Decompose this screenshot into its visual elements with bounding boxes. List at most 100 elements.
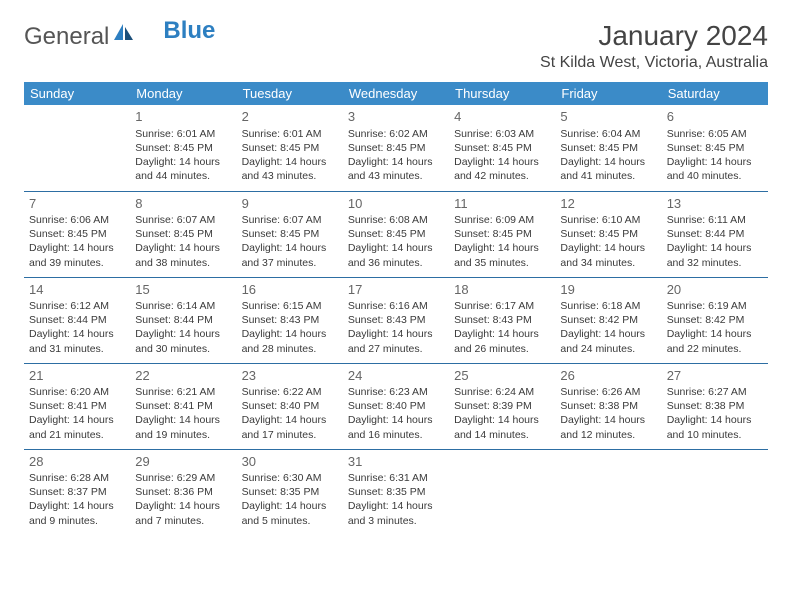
calendar-cell: 15Sunrise: 6:14 AMSunset: 8:44 PMDayligh… [130,277,236,363]
day-number: 29 [135,453,231,471]
daylight-line: Daylight: 14 hours and 26 minutes. [454,327,550,355]
day-number: 10 [348,195,444,213]
sail-icon [113,20,135,48]
day-number: 26 [560,367,656,385]
calendar-row: 7Sunrise: 6:06 AMSunset: 8:45 PMDaylight… [24,191,768,277]
calendar-cell: 31Sunrise: 6:31 AMSunset: 8:35 PMDayligh… [343,449,449,535]
sunset-line: Sunset: 8:43 PM [348,313,444,327]
day-number: 13 [667,195,763,213]
calendar-cell: 16Sunrise: 6:15 AMSunset: 8:43 PMDayligh… [237,277,343,363]
daylight-line: Daylight: 14 hours and 17 minutes. [242,413,338,441]
sunset-line: Sunset: 8:40 PM [348,399,444,413]
daylight-line: Daylight: 14 hours and 24 minutes. [560,327,656,355]
daylight-line: Daylight: 14 hours and 22 minutes. [667,327,763,355]
calendar-row: 14Sunrise: 6:12 AMSunset: 8:44 PMDayligh… [24,277,768,363]
sunset-line: Sunset: 8:40 PM [242,399,338,413]
day-number: 14 [29,281,125,299]
sunset-line: Sunset: 8:45 PM [348,227,444,241]
day-number: 30 [242,453,338,471]
sunrise-line: Sunrise: 6:29 AM [135,471,231,485]
sunset-line: Sunset: 8:42 PM [667,313,763,327]
calendar-cell: 29Sunrise: 6:29 AMSunset: 8:36 PMDayligh… [130,449,236,535]
calendar-cell: 10Sunrise: 6:08 AMSunset: 8:45 PMDayligh… [343,191,449,277]
weekday-header: Saturday [662,82,768,105]
month-title: January 2024 [540,20,768,52]
sunrise-line: Sunrise: 6:08 AM [348,213,444,227]
sunrise-line: Sunrise: 6:18 AM [560,299,656,313]
sunset-line: Sunset: 8:35 PM [242,485,338,499]
sunset-line: Sunset: 8:38 PM [667,399,763,413]
sunset-line: Sunset: 8:37 PM [29,485,125,499]
calendar-cell: 28Sunrise: 6:28 AMSunset: 8:37 PMDayligh… [24,449,130,535]
daylight-line: Daylight: 14 hours and 12 minutes. [560,413,656,441]
header: General Blue January 2024 St Kilda West,… [24,20,768,72]
daylight-line: Daylight: 14 hours and 27 minutes. [348,327,444,355]
daylight-line: Daylight: 14 hours and 39 minutes. [29,241,125,269]
day-number: 1 [135,108,231,126]
sunset-line: Sunset: 8:39 PM [454,399,550,413]
sunset-line: Sunset: 8:36 PM [135,485,231,499]
sunset-line: Sunset: 8:43 PM [454,313,550,327]
calendar-cell: 30Sunrise: 6:30 AMSunset: 8:35 PMDayligh… [237,449,343,535]
calendar-cell: 6Sunrise: 6:05 AMSunset: 8:45 PMDaylight… [662,105,768,191]
day-number: 23 [242,367,338,385]
sunset-line: Sunset: 8:38 PM [560,399,656,413]
daylight-line: Daylight: 14 hours and 21 minutes. [29,413,125,441]
sunrise-line: Sunrise: 6:19 AM [667,299,763,313]
day-number: 31 [348,453,444,471]
daylight-line: Daylight: 14 hours and 36 minutes. [348,241,444,269]
calendar-row: 28Sunrise: 6:28 AMSunset: 8:37 PMDayligh… [24,449,768,535]
daylight-line: Daylight: 14 hours and 9 minutes. [29,499,125,527]
sunrise-line: Sunrise: 6:24 AM [454,385,550,399]
daylight-line: Daylight: 14 hours and 44 minutes. [135,155,231,183]
calendar-cell: 9Sunrise: 6:07 AMSunset: 8:45 PMDaylight… [237,191,343,277]
daylight-line: Daylight: 14 hours and 31 minutes. [29,327,125,355]
day-number: 20 [667,281,763,299]
sunset-line: Sunset: 8:44 PM [667,227,763,241]
daylight-line: Daylight: 14 hours and 38 minutes. [135,241,231,269]
sunset-line: Sunset: 8:44 PM [135,313,231,327]
daylight-line: Daylight: 14 hours and 16 minutes. [348,413,444,441]
calendar-cell: 4Sunrise: 6:03 AMSunset: 8:45 PMDaylight… [449,105,555,191]
day-number: 28 [29,453,125,471]
sunset-line: Sunset: 8:35 PM [348,485,444,499]
day-number: 27 [667,367,763,385]
calendar-cell: 21Sunrise: 6:20 AMSunset: 8:41 PMDayligh… [24,363,130,449]
sunrise-line: Sunrise: 6:09 AM [454,213,550,227]
weekday-header: Sunday [24,82,130,105]
calendar-row: 1Sunrise: 6:01 AMSunset: 8:45 PMDaylight… [24,105,768,191]
sunrise-line: Sunrise: 6:27 AM [667,385,763,399]
day-number: 17 [348,281,444,299]
sunrise-line: Sunrise: 6:01 AM [135,127,231,141]
day-number: 19 [560,281,656,299]
weekday-header: Thursday [449,82,555,105]
daylight-line: Daylight: 14 hours and 35 minutes. [454,241,550,269]
day-number: 16 [242,281,338,299]
daylight-line: Daylight: 14 hours and 43 minutes. [348,155,444,183]
logo: General Blue [24,20,215,54]
sunrise-line: Sunrise: 6:06 AM [29,213,125,227]
calendar-cell: 17Sunrise: 6:16 AMSunset: 8:43 PMDayligh… [343,277,449,363]
day-number: 24 [348,367,444,385]
sunset-line: Sunset: 8:45 PM [560,227,656,241]
daylight-line: Daylight: 14 hours and 14 minutes. [454,413,550,441]
title-block: January 2024 St Kilda West, Victoria, Au… [540,20,768,72]
weekday-header: Wednesday [343,82,449,105]
sunrise-line: Sunrise: 6:17 AM [454,299,550,313]
sunset-line: Sunset: 8:45 PM [348,141,444,155]
daylight-line: Daylight: 14 hours and 32 minutes. [667,241,763,269]
calendar-cell: 25Sunrise: 6:24 AMSunset: 8:39 PMDayligh… [449,363,555,449]
sunset-line: Sunset: 8:41 PM [29,399,125,413]
daylight-line: Daylight: 14 hours and 10 minutes. [667,413,763,441]
sunset-line: Sunset: 8:45 PM [135,141,231,155]
logo-text-2: Blue [163,17,215,45]
daylight-line: Daylight: 14 hours and 3 minutes. [348,499,444,527]
weekday-header: Monday [130,82,236,105]
sunrise-line: Sunrise: 6:31 AM [348,471,444,485]
sunrise-line: Sunrise: 6:04 AM [560,127,656,141]
sunrise-line: Sunrise: 6:07 AM [135,213,231,227]
calendar-cell [24,105,130,191]
calendar-cell [555,449,661,535]
daylight-line: Daylight: 14 hours and 42 minutes. [454,155,550,183]
day-number: 18 [454,281,550,299]
